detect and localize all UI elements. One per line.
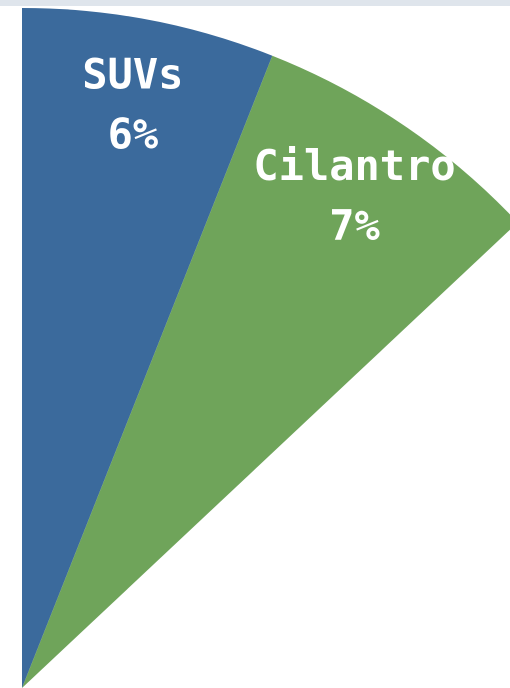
slice-value-label: 6% (108, 109, 159, 158)
top-border (0, 0, 510, 6)
slice-value-label: 7% (329, 201, 380, 250)
pie-slice (22, 55, 510, 688)
slice-label: SUVs (82, 49, 183, 98)
slice-label: Cilantro (253, 141, 455, 190)
slices (22, 8, 510, 688)
labels: SUVs 6% Cilantro 7% (82, 49, 455, 250)
pie-slice (22, 8, 273, 688)
